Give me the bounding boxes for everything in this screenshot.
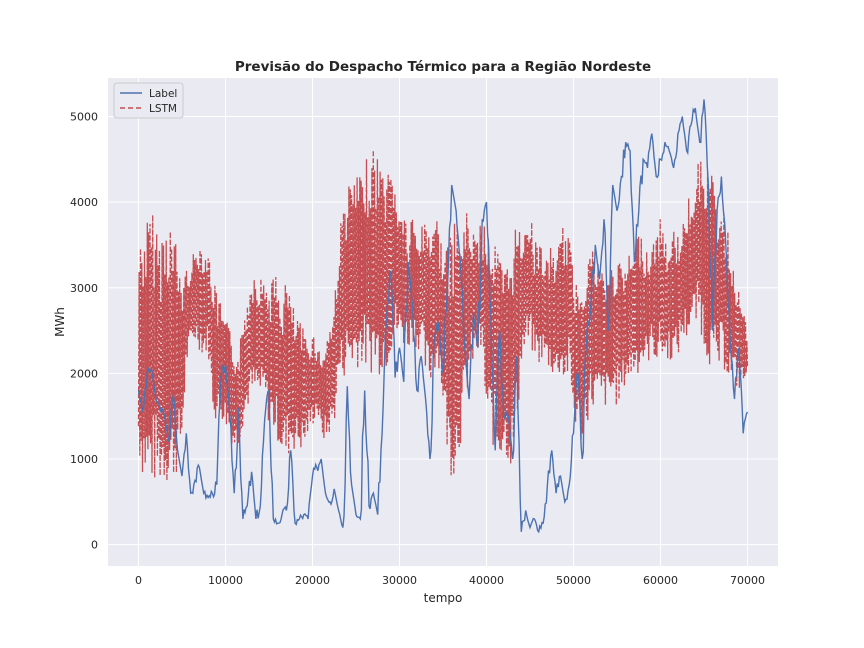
x-tick-label: 70000 bbox=[730, 574, 765, 587]
series-layer bbox=[137, 99, 749, 534]
x-tick-label: 60000 bbox=[643, 574, 678, 587]
x-tick-label: 20000 bbox=[295, 574, 330, 587]
y-tick-label: 2000 bbox=[70, 367, 98, 380]
x-axis-label: tempo bbox=[424, 591, 463, 605]
tick-labels: 0 10000 20000 30000 40000 50000 60000 70000 0 100… bbox=[70, 111, 765, 587]
legend: Label LSTM bbox=[113, 82, 184, 119]
x-tick-label: 50000 bbox=[556, 574, 591, 587]
series-line-label bbox=[137, 99, 749, 534]
x-tick-label: 10000 bbox=[208, 574, 243, 587]
y-tick-label: 5000 bbox=[70, 111, 98, 124]
chart-title: Previsão do Despacho Térmico para a Regi… bbox=[235, 59, 651, 75]
y-tick-label: 0 bbox=[91, 539, 98, 552]
y-tick-label: 4000 bbox=[70, 196, 98, 209]
legend-entry-label: Label bbox=[149, 88, 177, 100]
x-tick-label: 0 bbox=[135, 574, 142, 587]
x-tick-label: 30000 bbox=[382, 574, 417, 587]
y-tick-label: 3000 bbox=[70, 282, 98, 295]
legend-box bbox=[113, 82, 184, 119]
y-tick-label: 1000 bbox=[70, 453, 98, 466]
x-tick-label: 40000 bbox=[469, 574, 504, 587]
y-axis-label: MWh bbox=[53, 307, 67, 337]
legend-entry-lstm: LSTM bbox=[149, 103, 177, 115]
